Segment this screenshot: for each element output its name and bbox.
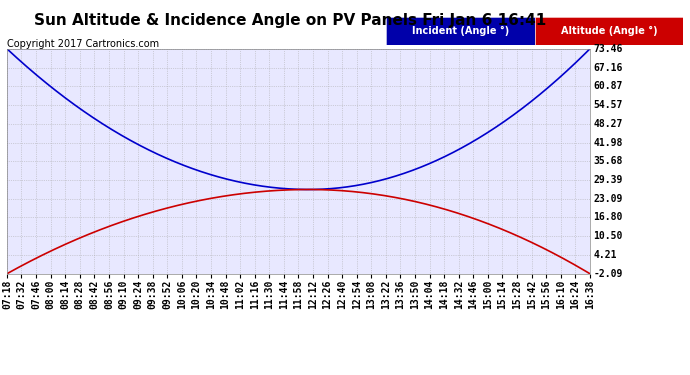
Text: 29.39: 29.39 [593, 175, 623, 185]
Text: 73.46: 73.46 [593, 44, 623, 54]
Text: 4.21: 4.21 [593, 250, 617, 260]
Text: Altitude (Angle °): Altitude (Angle °) [560, 26, 658, 36]
Text: 23.09: 23.09 [593, 194, 623, 204]
Text: 54.57: 54.57 [593, 100, 623, 110]
Text: 10.50: 10.50 [593, 231, 623, 241]
Text: 48.27: 48.27 [593, 119, 623, 129]
Text: -2.09: -2.09 [593, 269, 623, 279]
Text: 41.98: 41.98 [593, 138, 623, 147]
Text: 60.87: 60.87 [593, 81, 623, 91]
Text: 16.80: 16.80 [593, 213, 623, 222]
Text: Incident (Angle °): Incident (Angle °) [412, 26, 509, 36]
Text: Sun Altitude & Incidence Angle on PV Panels Fri Jan 6 16:41: Sun Altitude & Incidence Angle on PV Pan… [34, 13, 546, 28]
Text: 67.16: 67.16 [593, 63, 623, 72]
Text: Copyright 2017 Cartronics.com: Copyright 2017 Cartronics.com [7, 39, 159, 50]
Text: 35.68: 35.68 [593, 156, 623, 166]
